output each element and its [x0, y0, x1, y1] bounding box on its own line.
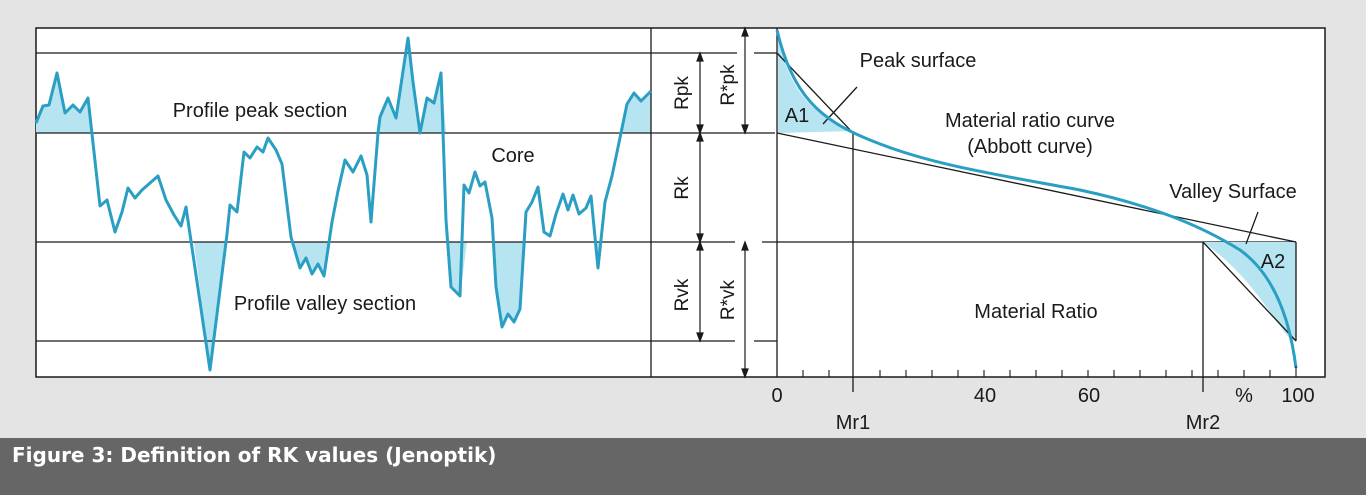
core-label: Core — [491, 145, 534, 167]
peak-area-4 — [621, 91, 651, 133]
abbott-curve — [775, 29, 1298, 369]
tick-label-100: 100 — [1281, 385, 1314, 407]
caption-bar: Figure 3: Definition of RK values (Jenop… — [0, 438, 1366, 495]
profile-valley-label: Profile valley section — [234, 293, 416, 315]
curve-title-line2: (Abbott curve) — [967, 136, 1093, 158]
material-ratio-label: Material Ratio — [974, 301, 1097, 323]
rpk-star-label: R*pk — [718, 64, 739, 106]
tick-label-60: 60 — [1078, 385, 1100, 407]
peak-area-1 — [36, 73, 92, 133]
rpk-label: Rpk — [672, 76, 693, 110]
mr1-label: Mr1 — [836, 412, 870, 434]
a2-hypotenuse — [1202, 241, 1297, 342]
a1-label: A1 — [785, 105, 809, 127]
valley-surface-area — [1203, 242, 1296, 341]
figure-caption: Figure 3: Definition of RK values (Jenop… — [12, 443, 497, 467]
curve-title-line1: Material ratio curve — [945, 110, 1115, 132]
tick-label-40: 40 — [974, 385, 996, 407]
abbott-construction-lines — [776, 28, 1297, 392]
rvk-label: Rvk — [672, 278, 693, 311]
valley-area-1 — [194, 242, 226, 370]
roughness-profile-line — [34, 36, 653, 372]
a2-label: A2 — [1261, 251, 1285, 273]
peak-surface-area — [778, 36, 853, 133]
diagram-svg: Profile peak section Core Profile valley… — [34, 26, 1326, 434]
mr2-label: Mr2 — [1186, 412, 1220, 434]
peak-surface-label: Peak surface — [860, 50, 977, 72]
rk-label: Rk — [672, 176, 693, 200]
equivalent-straight-line — [776, 132, 1297, 243]
valley-area-4 — [493, 242, 526, 327]
rk-definition-figure: Profile peak section Core Profile valley… — [34, 26, 1326, 434]
dimension-arrows — [696, 26, 749, 379]
tick-label-0: 0 — [771, 385, 782, 407]
valley-surface-label: Valley Surface — [1169, 181, 1296, 203]
x-axis-ticks — [802, 366, 1297, 377]
abbott-fill-areas — [778, 36, 1296, 341]
valley-surface-leader — [1245, 211, 1259, 245]
reference-lines — [36, 28, 1296, 377]
tick-label-percent: % — [1235, 385, 1253, 407]
profile-peak-label: Profile peak section — [173, 100, 348, 122]
rvk-star-label: R*vk — [718, 279, 739, 320]
